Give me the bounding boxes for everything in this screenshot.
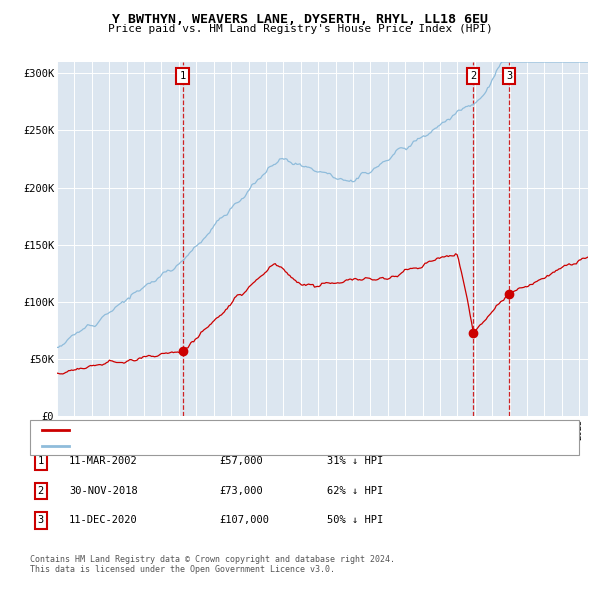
- Text: Price paid vs. HM Land Registry's House Price Index (HPI): Price paid vs. HM Land Registry's House …: [107, 24, 493, 34]
- Text: 1: 1: [38, 457, 44, 466]
- Text: 62% ↓ HPI: 62% ↓ HPI: [327, 486, 383, 496]
- Text: £73,000: £73,000: [219, 486, 263, 496]
- Text: £107,000: £107,000: [219, 516, 269, 525]
- Text: 11-DEC-2020: 11-DEC-2020: [69, 516, 138, 525]
- Text: 2: 2: [470, 71, 476, 81]
- Text: 50% ↓ HPI: 50% ↓ HPI: [327, 516, 383, 525]
- Text: 11-MAR-2002: 11-MAR-2002: [69, 457, 138, 466]
- Text: 2: 2: [38, 486, 44, 496]
- Text: This data is licensed under the Open Government Licence v3.0.: This data is licensed under the Open Gov…: [30, 565, 335, 574]
- Text: 3: 3: [506, 71, 512, 81]
- Text: HPI: Average price, detached house, Denbighshire: HPI: Average price, detached house, Denb…: [72, 441, 354, 451]
- Text: Y BWTHYN, WEAVERS LANE, DYSERTH, RHYL, LL18 6EU: Y BWTHYN, WEAVERS LANE, DYSERTH, RHYL, L…: [112, 13, 488, 26]
- Text: 1: 1: [179, 71, 185, 81]
- Text: Contains HM Land Registry data © Crown copyright and database right 2024.: Contains HM Land Registry data © Crown c…: [30, 555, 395, 563]
- Text: Y BWTHYN, WEAVERS LANE, DYSERTH, RHYL, LL18 6EU (detached house): Y BWTHYN, WEAVERS LANE, DYSERTH, RHYL, L…: [72, 425, 448, 435]
- Text: 30-NOV-2018: 30-NOV-2018: [69, 486, 138, 496]
- Text: 3: 3: [38, 516, 44, 525]
- Text: 31% ↓ HPI: 31% ↓ HPI: [327, 457, 383, 466]
- Text: £57,000: £57,000: [219, 457, 263, 466]
